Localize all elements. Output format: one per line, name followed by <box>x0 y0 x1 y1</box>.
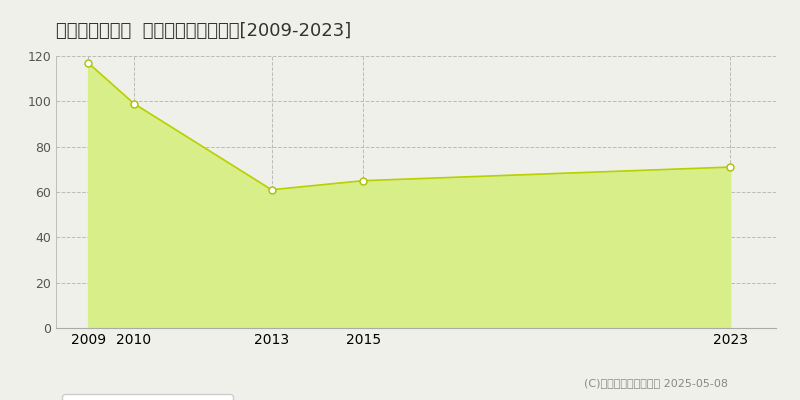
Legend: マンション価格 平均坪単価(万円/坪): マンション価格 平均坪単価(万円/坪) <box>62 394 233 400</box>
Text: 刈谷市半城土町  マンション価格推移[2009-2023]: 刈谷市半城土町 マンション価格推移[2009-2023] <box>56 22 351 40</box>
Text: (C)土地価格ドットコム 2025-05-08: (C)土地価格ドットコム 2025-05-08 <box>584 378 728 388</box>
